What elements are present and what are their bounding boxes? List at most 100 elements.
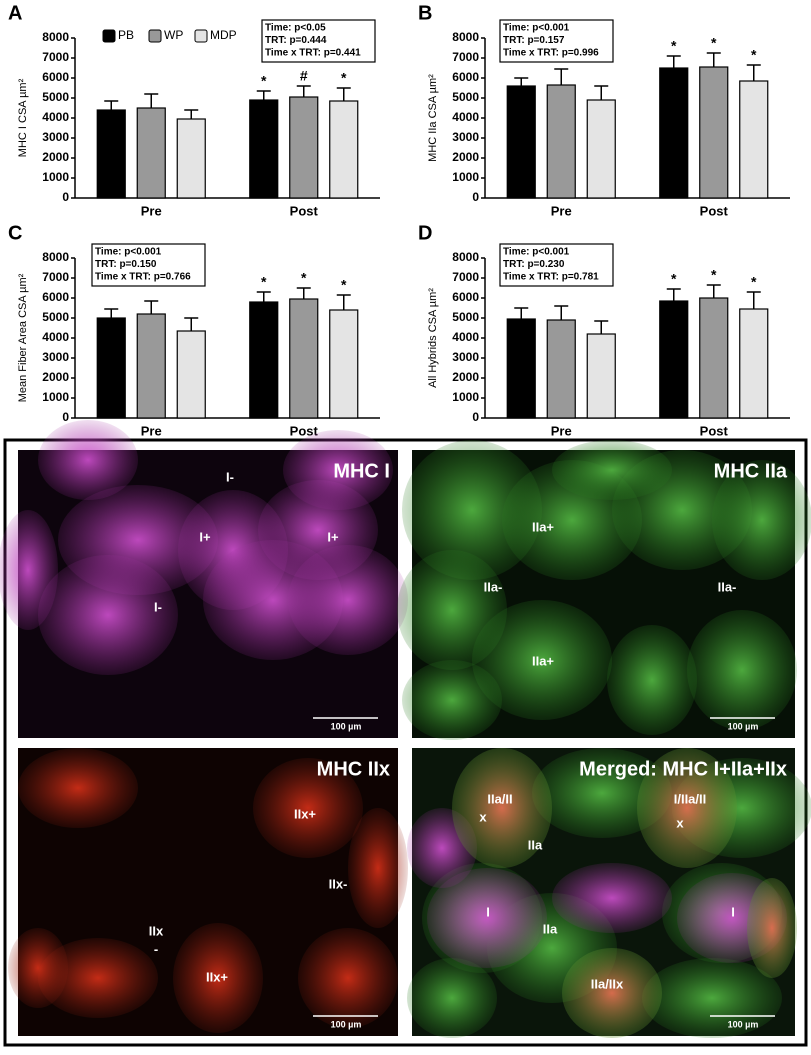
y-tick-label: 6000 <box>452 70 479 84</box>
fiber <box>8 928 68 1008</box>
x-tick-label: Post <box>700 423 729 438</box>
y-tick-label: 7000 <box>452 270 479 284</box>
x-tick-label: Pre <box>551 423 572 438</box>
fiber-label: IIa <box>528 837 543 852</box>
fiber <box>283 430 393 510</box>
y-tick-label: 1000 <box>42 390 69 404</box>
y-tick-label: 8000 <box>452 250 479 264</box>
fiber-label: IIx+ <box>294 806 316 821</box>
fiber <box>747 878 797 978</box>
stats-text: Time x TRT: p=0.766 <box>95 272 191 283</box>
y-tick-label: 7000 <box>42 270 69 284</box>
fiber <box>452 748 552 868</box>
y-tick-label: 4000 <box>42 110 69 124</box>
y-axis-label: MHC I CSA µm² <box>17 78 29 157</box>
panel-label: B <box>418 2 432 24</box>
bar <box>659 67 689 199</box>
bar <box>586 99 616 199</box>
y-tick-label: 8000 <box>42 30 69 44</box>
y-tick-label: 1000 <box>452 390 479 404</box>
legend-label: PB <box>118 28 134 42</box>
y-tick-label: 2000 <box>452 150 479 164</box>
fiber <box>552 440 672 500</box>
stats-box <box>261 19 376 63</box>
fiber <box>38 938 158 1018</box>
bar <box>96 109 126 199</box>
stats-text: TRT: p=0.150 <box>95 259 157 270</box>
scale-bar-label: 100 µm <box>728 1019 759 1029</box>
fiber <box>348 808 408 928</box>
legend-swatch <box>102 29 116 43</box>
fiber <box>253 758 363 858</box>
significance-marker: * <box>751 47 757 63</box>
fiber <box>173 923 263 1033</box>
fiber-label: IIa+ <box>532 519 554 534</box>
y-tick-label: 5000 <box>42 90 69 104</box>
bar <box>699 297 729 419</box>
stats-box <box>499 19 614 63</box>
fiber <box>472 600 612 720</box>
fiber-label: IIa+ <box>532 653 554 668</box>
fiber <box>407 958 497 1038</box>
image-frame <box>3 438 808 1047</box>
fiber <box>687 610 797 730</box>
fiber-label: I+ <box>199 529 211 544</box>
y-tick-label: 4000 <box>452 110 479 124</box>
y-tick-label: 7000 <box>42 50 69 64</box>
y-tick-label: 7000 <box>452 50 479 64</box>
x-tick-label: Pre <box>141 423 162 438</box>
fiber <box>562 948 662 1038</box>
bar <box>249 301 279 419</box>
bar <box>506 85 536 199</box>
y-tick-label: 4000 <box>452 330 479 344</box>
stats-text: Time: p<0.001 <box>95 247 162 258</box>
bar <box>329 100 359 199</box>
fiber <box>38 420 138 500</box>
x-tick-label: Post <box>700 203 729 218</box>
fiber-label: x <box>676 815 684 830</box>
significance-marker: * <box>261 73 267 89</box>
bar <box>546 84 576 199</box>
stats-text: TRT: p=0.230 <box>503 259 565 270</box>
bar <box>289 298 319 419</box>
fiber <box>712 460 811 580</box>
micrograph-title: MHC IIa <box>714 460 788 482</box>
scale-bar-label: 100 µm <box>331 721 362 731</box>
fiber <box>552 863 672 933</box>
stats-text: TRT: p=0.444 <box>265 35 327 46</box>
panel-label: A <box>8 2 22 24</box>
significance-marker: * <box>671 271 677 287</box>
fiber <box>637 748 737 868</box>
fiber <box>402 440 542 580</box>
stats-box <box>91 243 206 287</box>
bar <box>546 319 576 419</box>
y-tick-label: 0 <box>62 190 69 204</box>
bar <box>176 118 206 199</box>
y-tick-label: 0 <box>472 410 479 424</box>
y-tick-label: 6000 <box>452 290 479 304</box>
stats-text: Time: p<0.001 <box>503 23 570 34</box>
fiber-label: IIa/II <box>487 791 512 806</box>
fiber-label: IIx- <box>329 876 348 891</box>
bar <box>136 313 166 419</box>
micrograph-title: MHC I <box>333 460 390 482</box>
fiber-label: I/IIa/II <box>674 791 707 806</box>
fiber-label: IIa- <box>484 579 503 594</box>
y-tick-label: 4000 <box>42 330 69 344</box>
bar <box>289 96 319 199</box>
y-tick-label: 5000 <box>42 310 69 324</box>
micrograph: MHC I I- I+ I+ I- 100 µm <box>0 420 408 738</box>
y-tick-label: 2000 <box>42 370 69 384</box>
micrograph: MHC IIa IIa+ IIa- IIa- IIa+ 100 µm <box>397 440 811 740</box>
significance-marker: # <box>300 68 308 84</box>
bar <box>586 333 616 419</box>
y-tick-label: 3000 <box>452 350 479 364</box>
y-tick-label: 1000 <box>452 170 479 184</box>
y-tick-label: 5000 <box>452 90 479 104</box>
bar <box>329 309 359 419</box>
y-tick-label: 2000 <box>452 370 479 384</box>
fiber-label: I- <box>226 469 234 484</box>
y-tick-label: 0 <box>62 410 69 424</box>
y-tick-label: 2000 <box>42 150 69 164</box>
